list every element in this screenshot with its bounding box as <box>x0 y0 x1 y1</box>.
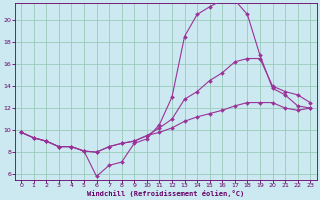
X-axis label: Windchill (Refroidissement éolien,°C): Windchill (Refroidissement éolien,°C) <box>87 190 244 197</box>
